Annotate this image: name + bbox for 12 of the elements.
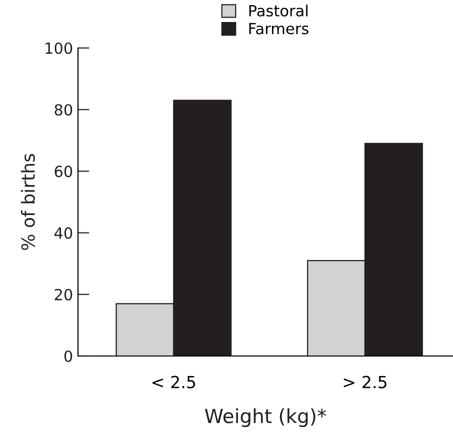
y-tick-label: 20 <box>54 288 72 300</box>
y-tick-label: 60 <box>54 166 72 178</box>
y-tick-label: 0 <box>64 350 72 362</box>
x-axis-title: Weight (kg)* <box>204 408 326 428</box>
y-tick-label: 40 <box>54 227 72 239</box>
y-tick-label: 100 <box>46 42 72 54</box>
x-tick-label: > 2.5 <box>344 376 386 388</box>
legend-label: Pastoral <box>249 4 308 16</box>
x-tick-label: < 2.5 <box>152 376 196 388</box>
y-tick-label: 80 <box>54 104 72 116</box>
y-axis-title: % of births <box>20 154 35 250</box>
legend-label: Farmers <box>249 22 308 34</box>
